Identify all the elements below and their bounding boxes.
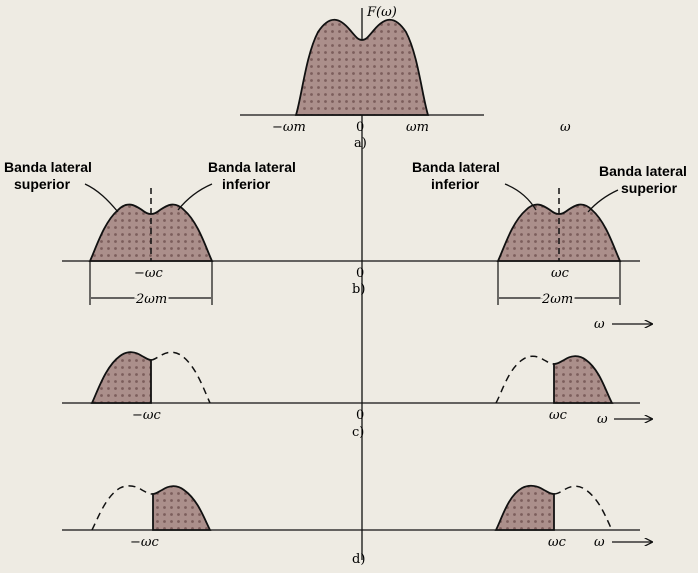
label-inner-right-1: Banda lateral [412,159,500,175]
baseband-spectrum [294,18,430,116]
leader-inner-right [504,183,537,211]
caption-b: b) [352,282,365,297]
label-inner-right-2: inferior [431,176,480,192]
right-ssb-dashed [495,355,555,404]
caption-a: a) [354,136,367,151]
tick-minus-omega-m: −ωm [272,120,306,135]
leader-upper-left [84,183,119,213]
left-carrier-label: −ωc [134,266,163,281]
right-ssb-filled [553,355,614,404]
label-inner-left-1: Banda lateral [208,159,296,175]
function-label: F(ω) [366,5,397,20]
leader-inner-left [177,183,213,211]
axis-label-a: ω [560,120,571,135]
left-carrier-label-d: −ωc [130,535,159,550]
tick-omega-m: ωm [406,120,429,135]
label-upper-right-2: superior [621,180,678,196]
left-width-label: 2ωm [135,292,167,307]
label-upper-right-1: Banda lateral [599,163,687,179]
left-lsb-filled [152,485,212,531]
right-lsb-dashed [553,485,613,531]
left-lsb-dashed [91,485,154,531]
left-carrier-label-c: −ωc [132,408,161,423]
left-ssb-dashed [150,351,211,404]
panel-b: Banda lateral superior Banda lateral inf… [4,159,687,332]
right-width-label: 2ωm [541,292,573,307]
axis-label-d: ω [594,535,605,550]
caption-c: c) [352,425,364,440]
origin-a: 0 [356,120,364,135]
right-lsb-filled [494,484,555,531]
panel-c: −ωc ωc 0 c) ω [62,351,652,440]
panel-d: −ωc ωc d) ω [62,484,652,567]
axis-label-c: ω [597,412,608,427]
right-carrier-label-d: ωc [548,535,567,550]
label-upper-left-2: superior [14,176,71,192]
right-carrier-label-c: ωc [549,408,568,423]
leader-upper-right [587,189,619,213]
caption-d: d) [352,552,365,567]
panel-a: F(ω) −ωm ωm 0 ω a) [240,5,571,151]
origin-c: 0 [356,408,364,423]
origin-b: 0 [356,266,364,281]
label-inner-left-2: inferior [222,176,271,192]
right-carrier-label: ωc [551,266,570,281]
label-upper-left-1: Banda lateral [4,159,92,175]
left-ssb-filled [90,351,152,404]
axis-label-b: ω [594,317,605,332]
